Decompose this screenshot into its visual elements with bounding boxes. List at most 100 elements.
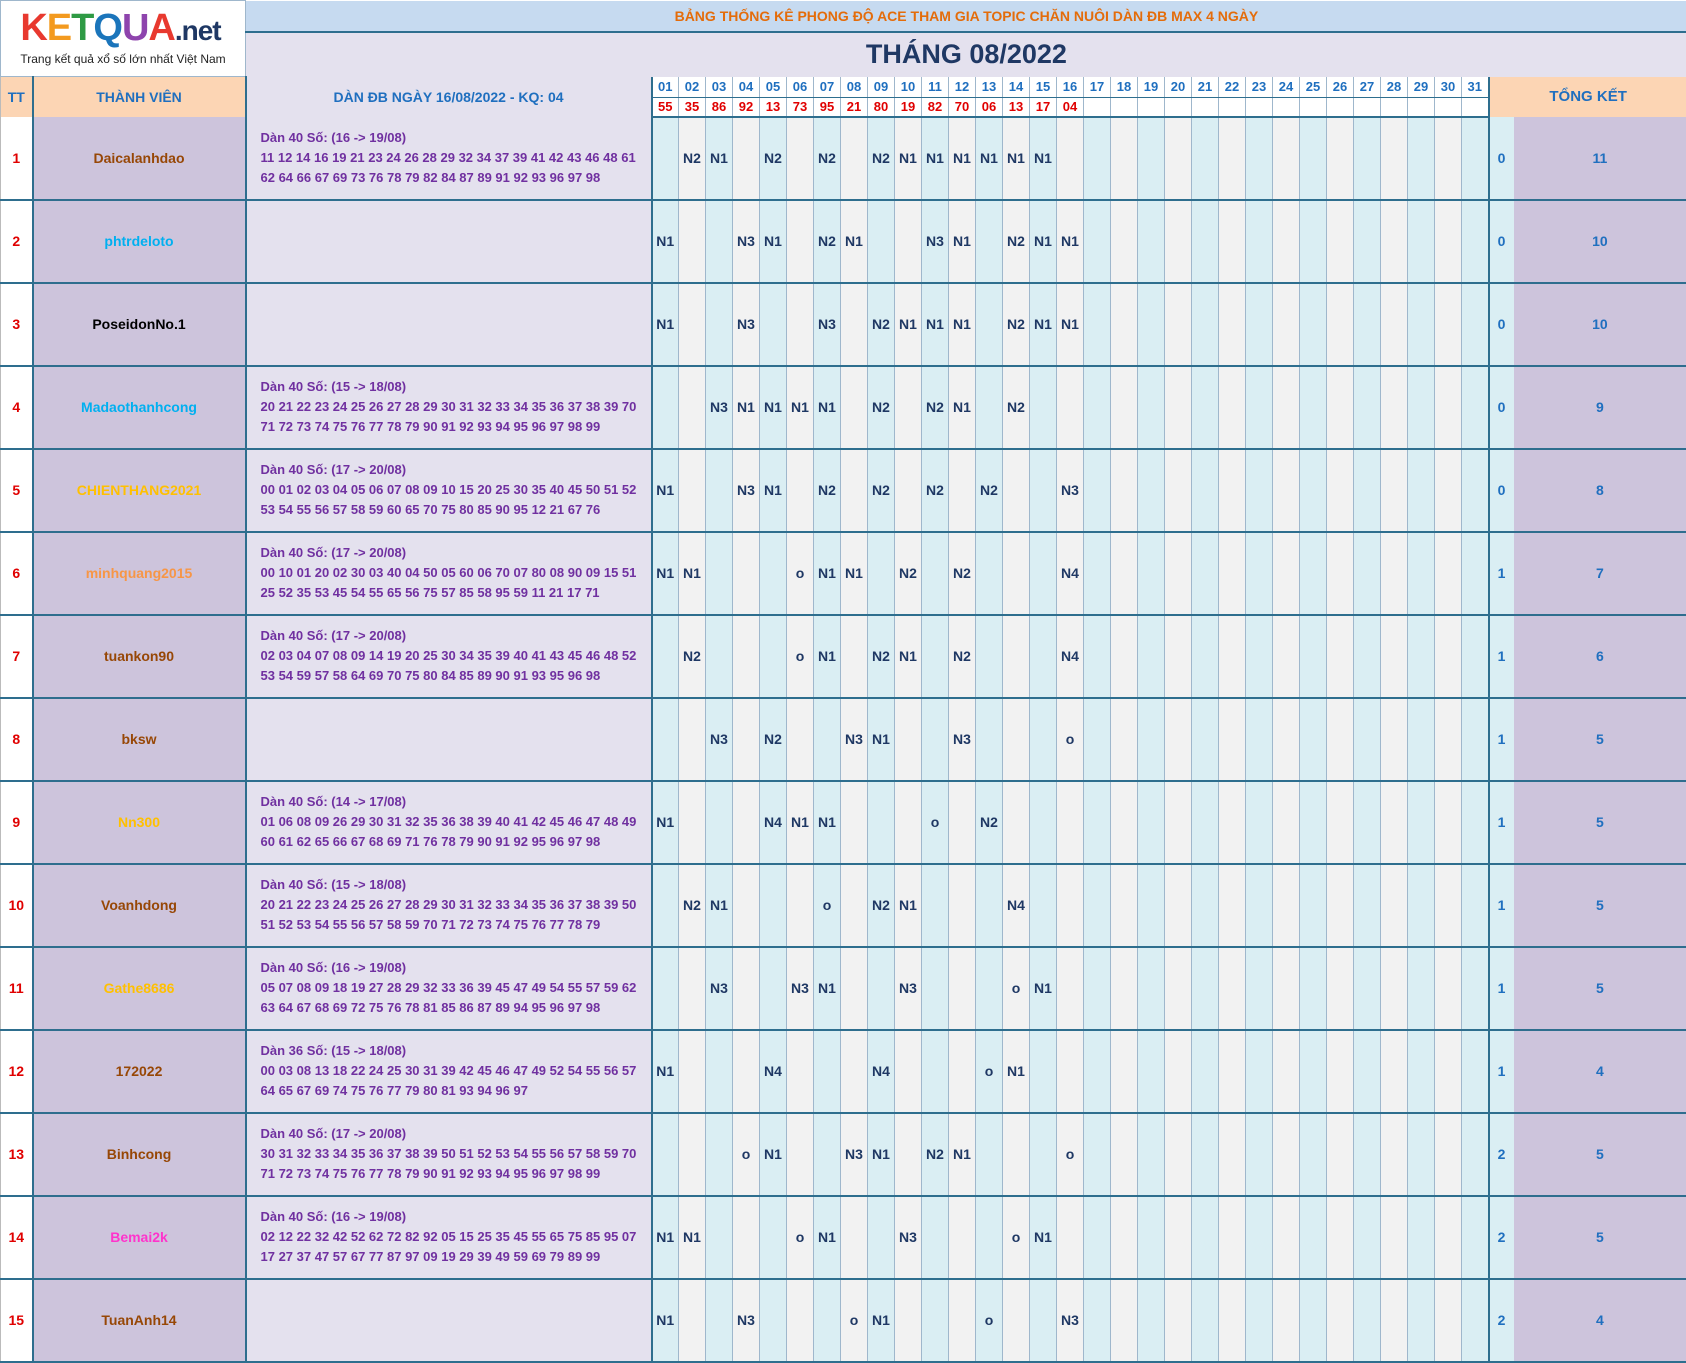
- day-mark: [1435, 117, 1462, 200]
- day-mark: [922, 1196, 949, 1279]
- day-mark: [1111, 947, 1138, 1030]
- day-mark: [949, 449, 976, 532]
- day-header: 02: [679, 77, 706, 98]
- day-mark: [1192, 1113, 1219, 1196]
- day-mark: [1273, 117, 1300, 200]
- day-mark: [1462, 1279, 1489, 1362]
- day-mark: N1: [1057, 200, 1084, 283]
- logo-letter: Q: [93, 9, 122, 47]
- member-name[interactable]: minhquang2015: [33, 532, 246, 615]
- day-mark: [1003, 1113, 1030, 1196]
- day-mark: [1219, 698, 1246, 781]
- day-header: 25: [1300, 77, 1327, 98]
- member-name[interactable]: TuanAnh14: [33, 1279, 246, 1362]
- dan-line: [261, 211, 651, 231]
- member-name[interactable]: 172022: [33, 1030, 246, 1113]
- day-result: [1246, 97, 1273, 117]
- day-mark: N2: [814, 200, 841, 283]
- day-mark: [1030, 1279, 1057, 1362]
- day-mark: [841, 781, 868, 864]
- day-mark: [1084, 1030, 1111, 1113]
- total-hits: 0: [1489, 366, 1514, 449]
- day-mark: [1165, 449, 1192, 532]
- day-mark: o: [733, 1113, 760, 1196]
- day-mark: [1084, 947, 1111, 1030]
- dan-line: [261, 729, 651, 749]
- day-result: 86: [706, 97, 733, 117]
- total-hits: 1: [1489, 781, 1514, 864]
- day-header: 15: [1030, 77, 1057, 98]
- day-mark: [1003, 698, 1030, 781]
- total-hits: 1: [1489, 532, 1514, 615]
- member-name[interactable]: Madaothanhcong: [33, 366, 246, 449]
- day-mark: N1: [679, 1196, 706, 1279]
- day-mark: [1192, 532, 1219, 615]
- member-name[interactable]: Binhcong: [33, 1113, 246, 1196]
- day-mark: [652, 947, 679, 1030]
- day-mark: [1030, 532, 1057, 615]
- day-header: 09: [868, 77, 895, 98]
- day-mark: [1327, 449, 1354, 532]
- member-name[interactable]: Nn300: [33, 781, 246, 864]
- day-mark: [1246, 864, 1273, 947]
- row-index: 10: [1, 864, 33, 947]
- day-mark: [1246, 698, 1273, 781]
- day-mark: [841, 449, 868, 532]
- day-mark: N1: [868, 1279, 895, 1362]
- day-result: 82: [922, 97, 949, 117]
- member-name[interactable]: phtrdeloto: [33, 200, 246, 283]
- dan-line: 02 03 04 07 08 09 14 19 20 25 30 34 35 3…: [261, 646, 651, 666]
- day-mark: [1435, 1030, 1462, 1113]
- day-mark: N1: [895, 283, 922, 366]
- header-dan: DÀN ĐB NGÀY 16/08/2022 - KQ: 04: [246, 77, 652, 117]
- day-mark: [1084, 532, 1111, 615]
- member-name[interactable]: bksw: [33, 698, 246, 781]
- day-mark: [787, 698, 814, 781]
- member-name[interactable]: PoseidonNo.1: [33, 283, 246, 366]
- day-mark: N1: [1057, 283, 1084, 366]
- day-mark: [1111, 615, 1138, 698]
- day-mark: [760, 1196, 787, 1279]
- day-header: 23: [1246, 77, 1273, 98]
- day-mark: [1300, 283, 1327, 366]
- row-index: 6: [1, 532, 33, 615]
- member-name[interactable]: tuankon90: [33, 615, 246, 698]
- member-name[interactable]: Gathe8686: [33, 947, 246, 1030]
- day-mark: [1462, 1113, 1489, 1196]
- day-mark: [1057, 781, 1084, 864]
- day-mark: [1435, 698, 1462, 781]
- day-mark: [1327, 117, 1354, 200]
- day-mark: [1354, 532, 1381, 615]
- member-name[interactable]: Voanhdong: [33, 864, 246, 947]
- day-mark: [1165, 615, 1192, 698]
- row-index: 12: [1, 1030, 33, 1113]
- member-name[interactable]: Daicalanhdao: [33, 117, 246, 200]
- day-mark: [1327, 864, 1354, 947]
- row-index: 8: [1, 698, 33, 781]
- member-dan: Dàn 40 Số: (17 -> 20/08)02 03 04 07 08 0…: [246, 615, 652, 698]
- member-name[interactable]: CHIENTHANG2021: [33, 449, 246, 532]
- day-mark: [733, 615, 760, 698]
- day-mark: [1192, 1030, 1219, 1113]
- day-mark: [1327, 1113, 1354, 1196]
- day-mark: o: [976, 1030, 1003, 1113]
- day-result: 80: [868, 97, 895, 117]
- member-dan: Dàn 40 Số: (16 -> 19/08)02 12 22 32 42 5…: [246, 1196, 652, 1279]
- day-mark: [679, 698, 706, 781]
- total-score: 11: [1514, 117, 1686, 200]
- day-mark: [787, 117, 814, 200]
- total-score: 5: [1514, 1196, 1686, 1279]
- day-mark: N2: [976, 449, 1003, 532]
- day-header: 04: [733, 77, 760, 98]
- member-name[interactable]: Bemai2k: [33, 1196, 246, 1279]
- day-mark: [1327, 1279, 1354, 1362]
- row-index: 2: [1, 200, 33, 283]
- day-mark: [679, 781, 706, 864]
- day-mark: [679, 1030, 706, 1113]
- day-mark: [1300, 864, 1327, 947]
- day-mark: N3: [1057, 449, 1084, 532]
